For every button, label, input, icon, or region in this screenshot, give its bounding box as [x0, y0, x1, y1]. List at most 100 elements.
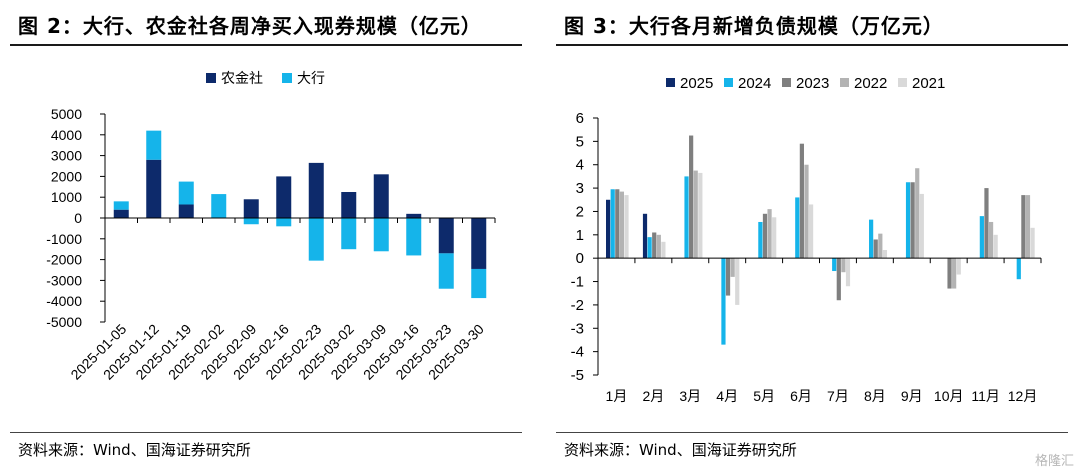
chart-title: 图 2：大行、农金社各周净买入现券规模（亿元） [18, 14, 482, 38]
bar [804, 164, 809, 259]
bar [993, 234, 998, 259]
y-tick-label: -4 [571, 344, 584, 361]
y-tick-label: 1000 [51, 189, 82, 205]
bar [689, 135, 694, 259]
y-tick-label: 5000 [51, 106, 82, 122]
legend-swatch [206, 73, 216, 83]
right-chart-panel: 图 3：大行各月新增负债规模（万亿元） 2025 2024 2023 2022 2021… [556, 0, 1076, 473]
weekly-net-purchase-chart: 农金社 大行 -5000 -4000 -3000 -2000 -1000 0 1000 2000 3… [46, 70, 496, 383]
bar [905, 182, 911, 259]
y-tick-label: 4000 [51, 127, 82, 143]
legend-swatch [724, 78, 733, 87]
bar [988, 221, 994, 259]
bar [1021, 195, 1026, 259]
bar [471, 218, 487, 269]
bar [1016, 258, 1021, 280]
y-tick-label: 0 [576, 250, 584, 267]
legend-label: 大行 [297, 70, 325, 86]
bar [373, 174, 389, 218]
bar [211, 194, 227, 218]
legend-swatch [782, 78, 791, 87]
y-tick-label: 3 [576, 180, 584, 197]
y-tick-label: -3000 [46, 272, 82, 288]
bar [642, 213, 648, 259]
y-tick-label: -2000 [46, 252, 82, 268]
legend-label: 2025 [680, 75, 713, 92]
y-tick-label: 6 [576, 110, 584, 127]
bar [984, 188, 989, 259]
left-chart-panel: 图 2：大行、农金社各周净买入现券规模（亿元） 农金社 大行 -5000 -4000 -… [10, 0, 530, 473]
bar [878, 233, 883, 259]
bar [624, 195, 629, 259]
bar [178, 181, 194, 205]
bar [979, 216, 984, 259]
bar [841, 258, 846, 273]
legend-swatch [666, 78, 675, 87]
bar [808, 204, 814, 259]
bar [373, 218, 389, 252]
x-tick-label: 6月 [790, 388, 812, 404]
source-note: 资料来源：Wind、国海证券研究所 [564, 441, 797, 459]
y-tick-label: 4 [576, 157, 584, 174]
monthly-new-liabilities-chart: 2025 2024 2023 2022 2021 -5 -4 -3 -2 -1 0 1 2 3 4 5 6 1月 2… [571, 75, 1042, 404]
title-divider [556, 44, 1068, 46]
bar [308, 162, 324, 218]
y-tick-label: -1 [571, 274, 584, 291]
bar [832, 258, 837, 272]
x-tick-label: 8月 [864, 388, 886, 404]
bar [652, 232, 657, 259]
y-tick-label: -5000 [46, 314, 82, 330]
bar [762, 213, 768, 259]
bar [1025, 195, 1031, 259]
bar [882, 250, 888, 259]
x-tick-label: 7月 [827, 388, 849, 404]
bar [795, 197, 800, 259]
source-divider [556, 432, 1068, 433]
bar [910, 182, 915, 259]
x-tick-label: 2月 [642, 388, 664, 404]
watermark-logo: 格隆汇 [1034, 454, 1074, 469]
bar [693, 170, 698, 259]
bar [873, 239, 878, 259]
bar [735, 258, 740, 305]
bar [915, 168, 920, 259]
bar [341, 218, 357, 250]
y-tick-label: -5 [571, 367, 584, 384]
x-tick-label: 11月 [971, 388, 1000, 404]
x-tick-label: 3月 [679, 388, 701, 404]
x-tick-label: 10月 [934, 388, 964, 404]
legend-label: 2022 [854, 75, 887, 92]
bar [619, 191, 624, 259]
title-divider [10, 44, 522, 46]
bar [146, 130, 162, 160]
x-tick-label: 9月 [901, 388, 923, 404]
bar [146, 159, 162, 218]
bar [610, 189, 615, 259]
bar [845, 258, 851, 287]
bar [438, 253, 454, 289]
y-tick-label: -1000 [46, 231, 82, 247]
bar [276, 176, 292, 218]
legend-label: 2024 [738, 75, 771, 92]
bar [799, 143, 804, 259]
y-tick-label: -2 [571, 297, 584, 314]
bar [1030, 227, 1035, 259]
bar [758, 221, 763, 259]
y-tick-label: 5 [576, 133, 584, 150]
y-tick-label: -4000 [46, 293, 82, 309]
bar [243, 199, 259, 218]
bar [730, 258, 735, 277]
chart-title: 图 3：大行各月新增负债规模（万亿元） [564, 14, 944, 38]
bar [698, 172, 703, 259]
legend-label: 2021 [912, 75, 945, 92]
bar [276, 218, 292, 227]
x-tick-label: 4月 [716, 388, 738, 404]
y-tick-label: -3 [571, 320, 584, 337]
bar [471, 268, 487, 299]
legend-label: 农金社 [221, 70, 263, 86]
legend-label: 2023 [796, 75, 829, 92]
bar [647, 237, 652, 259]
y-tick-label: 1 [576, 227, 584, 244]
bar [606, 199, 611, 259]
bar [947, 258, 952, 289]
